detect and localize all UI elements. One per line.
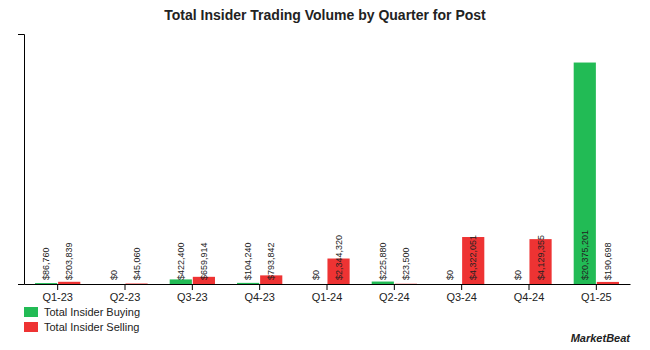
x-tick-label: Q1-25 [581,291,612,303]
title: Total Insider Trading Volume by Quarter … [164,7,486,23]
legend-item: Total Insider Selling [24,321,139,333]
bar [237,283,259,284]
bar [125,283,147,284]
data-label: $104,240 [243,242,253,280]
x-tick-mark [461,284,462,290]
data-label: $2,344,320 [334,235,344,280]
x-tick-mark [529,284,530,290]
data-label: $23,500 [401,247,411,280]
x-tick-label: Q1-23 [42,291,73,303]
x-tick-mark [596,284,597,290]
x-tick: Q3-23 [177,284,208,303]
x-tick-label: Q1-24 [312,291,343,303]
x-tick-label: Q2-23 [110,291,141,303]
data-label: $225,880 [378,242,388,280]
data-label: $190,698 [603,242,613,280]
data-label: $86,760 [41,247,51,280]
x-tick-label: Q3-23 [177,291,208,303]
bar [597,282,619,284]
data-label: $0 [445,270,455,280]
legend-swatch [24,307,38,317]
x-tick: Q4-23 [244,284,275,303]
bars [35,63,619,284]
x-tick-mark [125,284,126,290]
x-tick: Q4-24 [514,284,545,303]
annotation: MarketBeat [571,332,632,344]
y-axis [18,35,25,285]
bar [372,282,394,284]
bar [102,284,124,285]
legend-item: Total Insider Buying [24,306,140,318]
data-label: $659,914 [199,242,209,280]
data-label: $4,129,355 [536,235,546,280]
data-label: $0 [513,270,523,280]
data-label: $4,322,051 [468,235,478,280]
bar [506,284,528,285]
plot: Q1-23 Q2-23 Q3-23 Q4-23 Q1-24 Q2-24 Q3-24 Q4-24… [18,35,631,303]
x-tick-label: Q3-24 [446,291,477,303]
x-tick-mark [394,284,395,290]
x-tick-label: Q2-24 [379,291,410,303]
bar [395,283,417,284]
data-labels: $86,760 $0 $422,400 $104,240 $0 $225,880 $0 $0 $… [41,230,613,280]
legend: Total Insider Buying Total Insider Sellin… [24,306,140,333]
x-tick-mark [327,284,328,290]
x-tick: Q1-23 [42,284,73,303]
data-label: $0 [109,270,119,280]
legend-label: Total Insider Selling [44,321,139,333]
legend-label: Total Insider Buying [44,306,140,318]
data-label: $203,839 [64,242,74,280]
x-tick-label: Q4-23 [244,291,275,303]
bar [58,282,80,284]
bar [439,284,461,285]
x-tick-mark [57,284,58,290]
series [35,63,596,284]
x-tick-mark [192,284,193,290]
x-tick-mark [259,284,260,290]
data-label: $45,060 [132,247,142,280]
chart: Total Insider Trading Volume by Quarter … [0,0,650,350]
bar [574,63,596,284]
x-axis: Q1-23 Q2-23 Q3-23 Q4-23 Q1-24 Q2-24 Q3-24 Q4-24… [25,284,631,303]
x-tick: Q3-24 [446,284,477,303]
data-label: $422,400 [176,242,186,280]
x-tick: Q2-23 [110,284,141,303]
data-label: $0 [311,270,321,280]
data-label: $20,375,201 [580,230,590,280]
legend-swatch [24,322,38,332]
x-tick: Q2-24 [379,284,410,303]
data-label: $793,842 [266,242,276,280]
y-axis-line [18,35,25,285]
x-tick-label: Q4-24 [514,291,545,303]
x-tick: Q1-25 [581,284,612,303]
bar [35,283,57,284]
bar [304,284,326,285]
x-tick: Q1-24 [312,284,343,303]
